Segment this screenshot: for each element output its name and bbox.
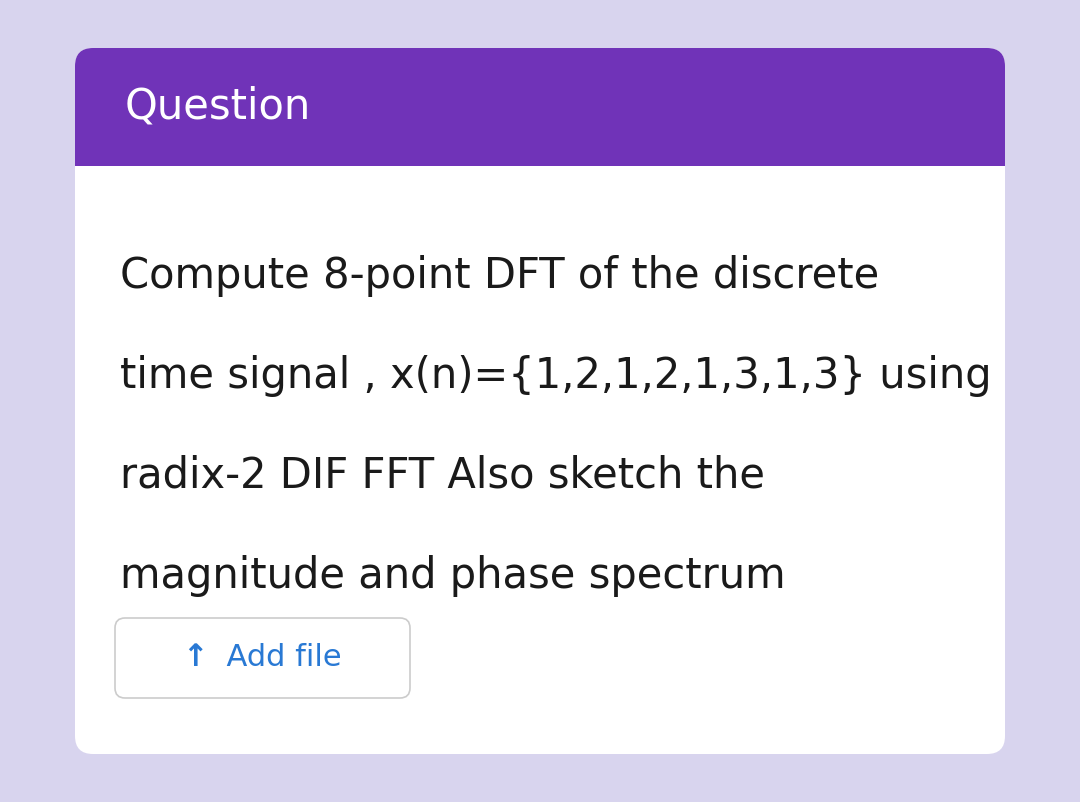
Text: magnitude and phase spectrum: magnitude and phase spectrum <box>120 555 785 597</box>
Text: time signal , x(n)={1,2,1,2,1,3,1,3} using: time signal , x(n)={1,2,1,2,1,3,1,3} usi… <box>120 355 991 397</box>
Text: ↑: ↑ <box>181 643 207 673</box>
Bar <box>75 148 1005 166</box>
Text: Question: Question <box>125 86 311 128</box>
Text: radix-2 DIF FFT Also sketch the: radix-2 DIF FFT Also sketch the <box>120 455 765 497</box>
FancyBboxPatch shape <box>75 48 1005 166</box>
Text: Compute 8-point DFT of the discrete: Compute 8-point DFT of the discrete <box>120 255 879 297</box>
FancyBboxPatch shape <box>114 618 410 698</box>
FancyBboxPatch shape <box>75 48 1005 754</box>
Text: Add file: Add file <box>206 643 341 673</box>
